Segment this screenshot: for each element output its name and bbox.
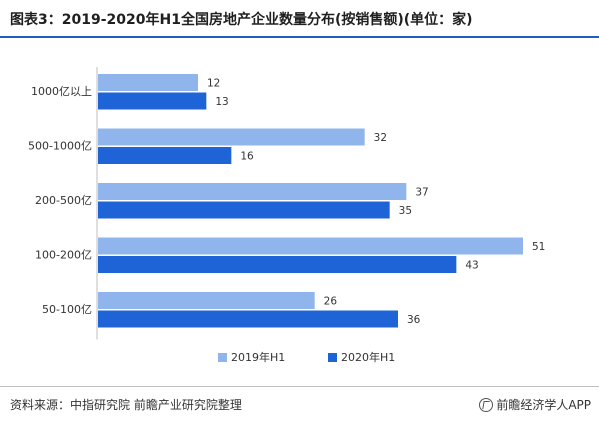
bar-2020 xyxy=(98,256,457,273)
bar-2019 xyxy=(98,292,315,309)
title-divider xyxy=(0,36,599,38)
footer-divider xyxy=(0,386,599,387)
legend-swatch xyxy=(218,353,227,362)
brand-logo-icon xyxy=(479,397,494,412)
category-label: 50-100亿 xyxy=(42,303,92,316)
category-label: 500-1000亿 xyxy=(28,140,92,153)
data-label: 12 xyxy=(207,78,220,90)
data-label: 13 xyxy=(215,96,228,108)
legend-label: 2020年H1 xyxy=(341,350,395,364)
bar-2020 xyxy=(98,201,390,219)
legend-swatch xyxy=(328,353,337,362)
category-label: 1000亿以上 xyxy=(31,85,92,98)
data-label: 16 xyxy=(240,151,254,163)
bar-2019 xyxy=(98,183,407,200)
category-label: 100-200亿 xyxy=(35,249,92,262)
brand-text: 前瞻经济学人APP xyxy=(496,398,591,412)
data-label: 37 xyxy=(415,187,428,199)
bar-2019 xyxy=(98,237,523,255)
data-label: 35 xyxy=(399,205,412,217)
data-label: 43 xyxy=(465,260,478,272)
data-label: 26 xyxy=(324,296,338,308)
bar-2019 xyxy=(98,74,198,91)
chart-title: 图表3：2019-2020年H1全国房地产企业数量分布(按销售额)(单位：家) xyxy=(10,12,473,28)
data-label: 36 xyxy=(407,314,421,326)
bar-2019 xyxy=(98,128,365,146)
bar-2020 xyxy=(98,92,207,110)
category-label: 200-500亿 xyxy=(35,194,92,207)
brand-label: 前瞻经济学人APP xyxy=(479,396,591,413)
data-label: 32 xyxy=(374,132,387,144)
bar-2020 xyxy=(98,147,232,164)
data-label: 51 xyxy=(532,241,545,253)
legend-label: 2019年H1 xyxy=(231,350,285,364)
source-note: 资料来源：中指研究院 前瞻产业研究院整理 xyxy=(10,398,242,412)
bar-2020 xyxy=(98,310,398,328)
